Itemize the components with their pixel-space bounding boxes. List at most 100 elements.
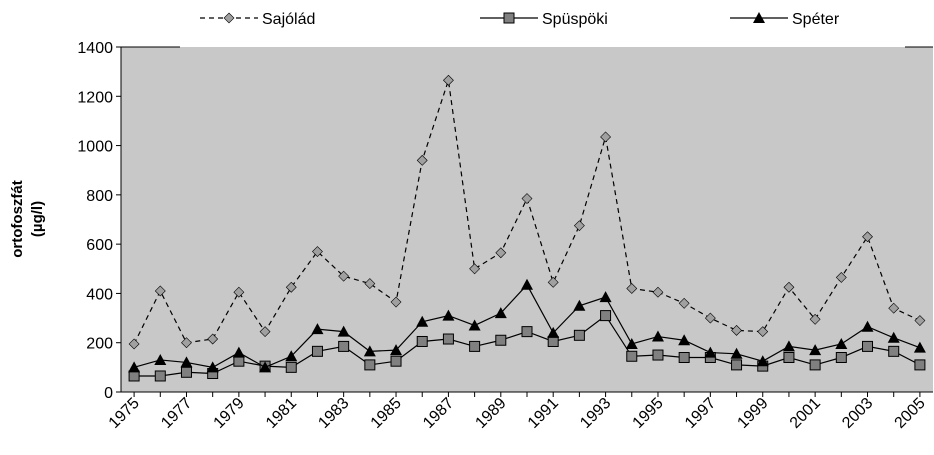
point <box>547 326 560 338</box>
point <box>285 281 297 293</box>
x-tick-label: 1991 <box>525 395 562 432</box>
point <box>495 334 507 346</box>
point <box>862 231 873 243</box>
point <box>206 361 219 373</box>
point <box>678 297 690 309</box>
point <box>573 329 585 341</box>
point <box>809 313 821 325</box>
x-tick-label: 1979 <box>211 395 248 432</box>
y-tick-label: 600 <box>86 237 113 254</box>
plot-area <box>121 47 933 392</box>
point <box>128 338 140 350</box>
point <box>573 299 586 311</box>
point <box>337 325 350 337</box>
point <box>835 337 848 349</box>
point <box>311 345 323 357</box>
point <box>678 352 690 363</box>
point <box>128 361 141 373</box>
point <box>207 333 219 345</box>
point <box>914 359 926 371</box>
point <box>887 331 900 343</box>
x-tick-label: 1987 <box>420 395 457 432</box>
point <box>259 326 271 338</box>
point <box>312 246 323 257</box>
y-tick-label: 1000 <box>77 139 113 156</box>
point <box>154 353 167 365</box>
y-tick-label: 400 <box>86 286 113 303</box>
point <box>783 352 795 363</box>
point <box>599 291 612 303</box>
point <box>626 350 638 362</box>
point <box>311 323 324 335</box>
point <box>285 361 297 373</box>
point <box>468 319 481 331</box>
point <box>913 341 926 353</box>
point <box>469 340 481 352</box>
point <box>495 247 507 259</box>
point <box>731 359 743 371</box>
point <box>364 359 376 371</box>
legend-marker <box>223 12 235 24</box>
point <box>442 309 455 321</box>
point <box>678 334 691 346</box>
point <box>181 337 192 349</box>
point <box>756 355 769 367</box>
point <box>494 307 507 319</box>
y-tick-label: 800 <box>86 188 113 205</box>
y-tick-label: 200 <box>86 336 113 353</box>
x-tick-label: 1989 <box>472 395 509 432</box>
point <box>416 335 428 347</box>
y-axis-label: ortofoszfát <box>9 180 26 258</box>
point <box>704 312 716 324</box>
y-tick-label: 1200 <box>77 89 113 106</box>
point <box>128 370 140 382</box>
point <box>363 345 376 357</box>
point <box>600 131 612 143</box>
point <box>731 324 742 336</box>
point <box>521 326 533 338</box>
point <box>573 220 585 232</box>
point <box>521 278 533 290</box>
point <box>626 283 638 294</box>
point <box>416 315 429 327</box>
x-tick-label: 1997 <box>682 395 719 432</box>
x-tick-label: 1983 <box>315 395 352 432</box>
legend-label: Spéter <box>792 11 840 28</box>
point <box>757 326 769 338</box>
point <box>600 310 612 322</box>
point <box>809 359 821 371</box>
point <box>547 276 559 288</box>
point <box>861 320 874 332</box>
point <box>442 74 454 86</box>
x-tick-label: 1993 <box>577 395 614 432</box>
point <box>652 349 664 361</box>
x-tick-label: 1999 <box>734 395 771 432</box>
point <box>259 361 272 373</box>
point <box>914 315 926 326</box>
point <box>416 154 428 166</box>
point <box>338 340 350 352</box>
point <box>782 340 795 352</box>
point <box>704 346 717 358</box>
point <box>888 302 900 314</box>
x-tick-label: 1995 <box>630 395 667 432</box>
legend-label: Spüspöki <box>542 11 608 28</box>
point <box>338 270 350 282</box>
point <box>888 345 900 357</box>
point <box>233 355 245 367</box>
legend-marker <box>753 12 765 23</box>
x-tick-label: 2001 <box>787 395 824 432</box>
point <box>180 366 192 378</box>
legend-label: Sajólád <box>262 11 315 28</box>
point <box>730 347 743 359</box>
point <box>390 344 403 356</box>
point <box>835 271 847 283</box>
point <box>469 263 481 275</box>
point <box>625 337 638 349</box>
point <box>180 356 193 368</box>
point <box>442 333 454 345</box>
point <box>651 330 664 342</box>
point <box>809 344 822 356</box>
